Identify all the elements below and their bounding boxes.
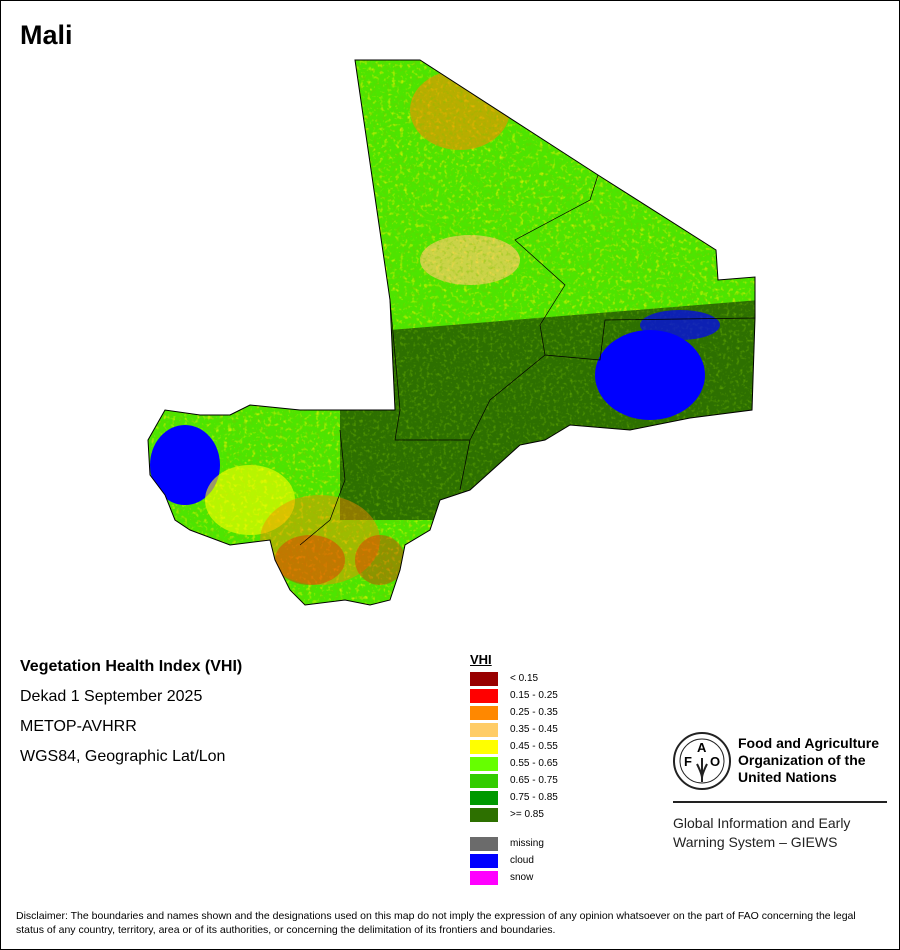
legend-item: 0.65 - 0.75 [470, 772, 558, 789]
fao-name-line: Organization of the [738, 752, 866, 768]
legend-item: 0.55 - 0.65 [470, 755, 558, 772]
svg-text:F: F [684, 754, 692, 769]
legend-swatch [470, 773, 498, 788]
fao-name: Food and Agriculture Organization of the… [738, 735, 900, 786]
legend-swatch [470, 739, 498, 754]
admin-boundaries [299, 174, 756, 546]
legend-label: 0.45 - 0.55 [510, 741, 558, 752]
divider [673, 801, 887, 803]
legend-swatch [470, 671, 498, 686]
projection: WGS84, Geographic Lat/Lon [20, 748, 226, 765]
legend-swatch [470, 688, 498, 703]
vhi-raster [148, 60, 755, 605]
legend-label: cloud [510, 855, 534, 866]
legend-item: 0.15 - 0.25 [470, 687, 558, 704]
period: Dekad 1 September 2025 [20, 688, 203, 705]
legend-swatch [470, 722, 498, 737]
legend-label: 0.75 - 0.85 [510, 792, 558, 803]
svg-text:O: O [710, 754, 720, 769]
legend-item: < 0.15 [470, 670, 558, 687]
sensor: METOP-AVHRR [20, 718, 137, 735]
legend-label: 0.25 - 0.35 [510, 707, 558, 718]
legend-swatch [470, 756, 498, 771]
fao-emblem-icon: F A O [673, 732, 731, 790]
map-title: Mali [20, 20, 73, 50]
legend-item: cloud [470, 852, 558, 869]
legend-swatch [470, 705, 498, 720]
legend-swatch [470, 836, 498, 851]
legend: VHI < 0.15 0.15 - 0.25 0.25 - 0.35 0.35 - 0… [470, 652, 558, 886]
legend-label: missing [510, 838, 544, 849]
legend-item: 0.45 - 0.55 [470, 738, 558, 755]
legend-label: 0.65 - 0.75 [510, 775, 558, 786]
legend-title: VHI [470, 652, 492, 667]
legend-label: 0.55 - 0.65 [510, 758, 558, 769]
svg-text:A: A [697, 740, 707, 755]
legend-swatch [470, 853, 498, 868]
legend-item: >= 0.85 [470, 806, 558, 823]
fao-logo: F A O Food and Agriculture Organization … [671, 730, 887, 850]
legend-swatch [470, 870, 498, 885]
legend-label: 0.15 - 0.25 [510, 690, 558, 701]
legend-item: 0.35 - 0.45 [470, 721, 558, 738]
fao-name-line: United Nations [738, 769, 837, 785]
legend-item: 0.75 - 0.85 [470, 789, 558, 806]
legend-swatch [470, 790, 498, 805]
legend-item: missing [470, 835, 558, 852]
legend-label: >= 0.85 [510, 809, 544, 820]
giews-line: Global Information and Early [673, 815, 851, 831]
product-name: Vegetation Health Index (VHI) [20, 658, 243, 675]
disclaimer: Disclaimer: The boundaries and names sho… [16, 910, 856, 936]
legend-label: snow [510, 872, 534, 883]
legend-item: snow [470, 869, 558, 886]
giews-line: Warning System – GIEWS [673, 834, 838, 850]
legend-label: 0.35 - 0.45 [510, 724, 558, 735]
vhi-map [147, 59, 756, 606]
legend-item: 0.25 - 0.35 [470, 704, 558, 721]
giews-name: Global Information and Early Warning Sys… [673, 814, 900, 852]
country-border [147, 59, 756, 606]
legend-label: < 0.15 [510, 673, 539, 684]
legend-swatch [470, 807, 498, 822]
map-info: Vegetation Health Index (VHI) Dekad 1 Se… [20, 657, 242, 777]
fao-name-line: Food and Agriculture [738, 735, 880, 751]
